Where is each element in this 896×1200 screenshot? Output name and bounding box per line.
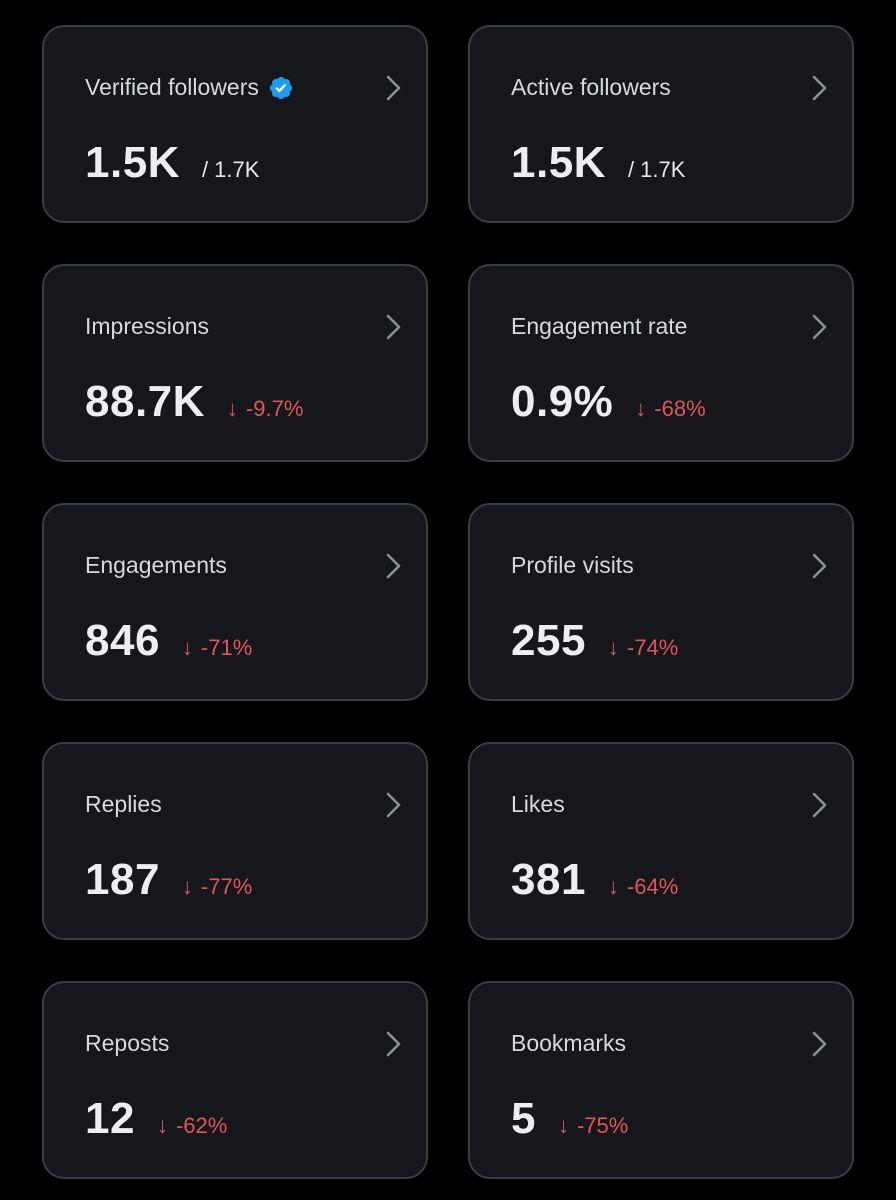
metric-change: ↓ -77%: [182, 874, 252, 900]
card-label-wrap: Reposts: [85, 1030, 169, 1057]
value-row: 1.5K / 1.7K: [511, 135, 685, 191]
down-arrow-icon: ↓: [181, 635, 193, 660]
chevron-right-icon: [386, 553, 401, 579]
metric-change: ↓ -68%: [635, 396, 705, 422]
change-percent: -71%: [200, 635, 253, 660]
value-row: 1.5K / 1.7K: [85, 135, 259, 191]
chevron-right-icon: [386, 75, 401, 101]
card-likes[interactable]: Likes 381 ↓ -64%: [468, 742, 854, 940]
card-label: Profile visits: [511, 552, 634, 578]
metric-value: 1.5K: [511, 138, 606, 187]
metric-value: 1.5K: [85, 138, 180, 187]
down-arrow-icon: ↓: [181, 874, 193, 899]
chevron-right-icon: [386, 314, 401, 340]
card-label-wrap: Likes: [511, 791, 565, 818]
metric-value: 255: [511, 616, 586, 665]
change-percent: -74%: [626, 635, 679, 660]
card-label-wrap: Impressions: [85, 313, 209, 340]
value-row: 12 ↓ -62%: [85, 1091, 227, 1147]
down-arrow-icon: ↓: [557, 1113, 569, 1138]
chevron-right-icon: [386, 1031, 401, 1057]
card-label: Impressions: [85, 313, 209, 339]
value-row: 88.7K ↓ -9.7%: [85, 374, 303, 430]
card-active-followers[interactable]: Active followers 1.5K / 1.7K: [468, 25, 854, 223]
metric-value: 846: [85, 616, 160, 665]
verified-badge-icon: [269, 76, 292, 99]
card-reposts[interactable]: Reposts 12 ↓ -62%: [42, 981, 428, 1179]
card-bookmarks[interactable]: Bookmarks 5 ↓ -75%: [468, 981, 854, 1179]
card-impressions[interactable]: Impressions 88.7K ↓ -9.7%: [42, 264, 428, 462]
metric-change: ↓ -75%: [558, 1113, 628, 1139]
card-label: Likes: [511, 791, 565, 817]
card-label-wrap: Verified followers: [85, 74, 294, 101]
metric-value: 0.9%: [511, 377, 614, 426]
value-row: 5 ↓ -75%: [511, 1091, 628, 1147]
card-label: Bookmarks: [511, 1030, 627, 1056]
card-label: Engagements: [85, 552, 227, 578]
card-label-wrap: Active followers: [511, 74, 671, 101]
card-replies[interactable]: Replies 187 ↓ -77%: [42, 742, 428, 940]
metric-change: ↓ -62%: [157, 1113, 227, 1139]
chevron-right-icon: [812, 75, 827, 101]
value-row: 255 ↓ -74%: [511, 613, 678, 669]
metric-total: / 1.7K: [627, 157, 686, 182]
card-label: Verified followers: [85, 74, 259, 100]
metric-value: 5: [511, 1094, 536, 1143]
chevron-right-icon: [812, 1031, 827, 1057]
card-engagements[interactable]: Engagements 846 ↓ -71%: [42, 503, 428, 701]
value-row: 187 ↓ -77%: [85, 852, 252, 908]
card-profile-visits[interactable]: Profile visits 255 ↓ -74%: [468, 503, 854, 701]
metric-value: 381: [511, 855, 586, 904]
change-percent: -64%: [626, 874, 679, 899]
down-arrow-icon: ↓: [607, 874, 619, 899]
down-arrow-icon: ↓: [635, 396, 647, 421]
card-label-wrap: Engagements: [85, 552, 227, 579]
metric-change: ↓ -9.7%: [227, 396, 303, 422]
card-label: Engagement rate: [511, 313, 688, 339]
metric-change: ↓ -64%: [608, 874, 678, 900]
metric-value: 12: [85, 1094, 135, 1143]
metrics-grid: Verified followers 1.5K / 1.7K Active fo…: [42, 25, 854, 1179]
metric-total: / 1.7K: [201, 157, 260, 182]
value-row: 381 ↓ -64%: [511, 852, 678, 908]
value-row: 846 ↓ -71%: [85, 613, 252, 669]
card-label-wrap: Engagement rate: [511, 313, 687, 340]
down-arrow-icon: ↓: [226, 396, 238, 421]
card-engagement-rate[interactable]: Engagement rate 0.9% ↓ -68%: [468, 264, 854, 462]
chevron-right-icon: [386, 792, 401, 818]
chevron-right-icon: [812, 792, 827, 818]
change-percent: -68%: [654, 396, 706, 421]
down-arrow-icon: ↓: [607, 635, 619, 660]
metric-value: 187: [85, 855, 160, 904]
chevron-right-icon: [812, 553, 827, 579]
value-row: 0.9% ↓ -68%: [511, 374, 706, 430]
card-label-wrap: Bookmarks: [511, 1030, 626, 1057]
card-label-wrap: Profile visits: [511, 552, 634, 579]
metric-value: 88.7K: [85, 377, 205, 426]
card-verified-followers[interactable]: Verified followers 1.5K / 1.7K: [42, 25, 428, 223]
card-label: Replies: [85, 791, 162, 817]
card-label-wrap: Replies: [85, 791, 162, 818]
card-label: Active followers: [511, 74, 671, 100]
metric-change: ↓ -74%: [608, 635, 678, 661]
change-percent: -62%: [175, 1113, 228, 1138]
card-label: Reposts: [85, 1030, 170, 1056]
metric-change: ↓ -71%: [182, 635, 252, 661]
change-percent: -9.7%: [245, 396, 304, 421]
change-percent: -77%: [200, 874, 253, 899]
chevron-right-icon: [812, 314, 827, 340]
change-percent: -75%: [576, 1113, 629, 1138]
down-arrow-icon: ↓: [156, 1113, 168, 1138]
